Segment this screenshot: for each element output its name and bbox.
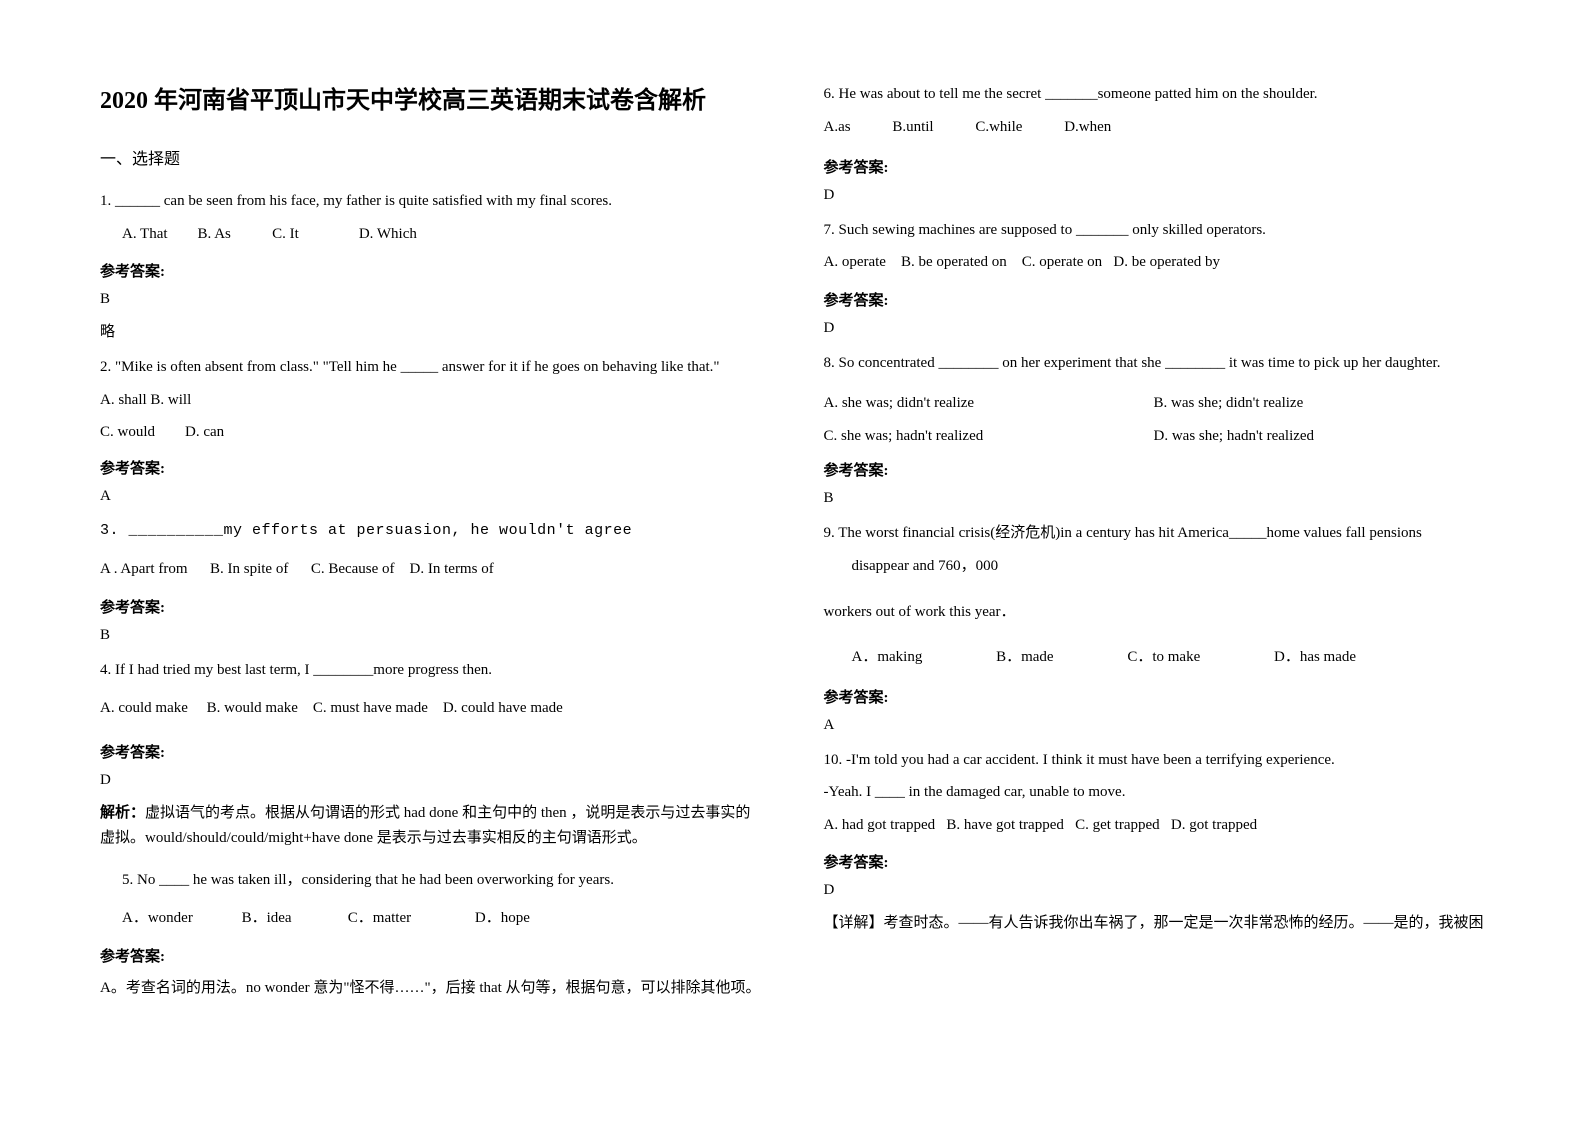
q6-opt-d: D.when [1064,119,1111,135]
answer-label: 参考答案: [100,945,764,966]
q8-opts-row1: A. she was; didn't realize B. was she; d… [824,387,1488,420]
q5-options: A．wonder B．idea C．matter D．hope [100,904,764,933]
q4-explain: 解析：虚拟语气的考点。根据从句谓语的形式 had done 和主句中的 then… [100,801,764,852]
answer-label: 参考答案: [100,741,764,762]
answer-label: 参考答案: [824,289,1488,310]
q8-text: 8. So concentrated ________ on her exper… [824,349,1488,378]
answer-label: 参考答案: [100,260,764,281]
q8-answer: B [824,490,1488,507]
q1-answer: B [100,291,764,308]
q4-answer: D [100,772,764,789]
q2-line2: A. shall B. will [100,386,764,415]
q9-opt-c: C．to make [1127,645,1200,666]
q10-line1: 10. -I'm told you had a car accident. I … [824,746,1488,775]
q6-opt-c: C.while [975,119,1022,135]
q9-opt-b: B．made [996,645,1054,666]
q5-answer-explain: A。考查名词的用法。no wonder 意为"怪不得……"，后接 that 从句… [100,976,764,1002]
q8-opt-b: B. was she; didn't realize [1154,387,1304,420]
q9-opt-a: A．making [852,645,923,666]
q6-answer: D [824,187,1488,204]
answer-label: 参考答案: [824,686,1488,707]
q2-answer: A [100,488,764,505]
q9-line3: workers out of work this year． [824,598,1488,627]
q8-opts-row2: C. she was; hadn't realized D. was she; … [824,420,1488,453]
q9-line1: 9. The worst financial crisis(经济危机)in a … [824,519,1488,548]
q6-text: 6. He was about to tell me the secret __… [824,80,1488,109]
section-header: 一、选择题 [100,145,764,169]
q10-options: A. had got trapped B. have got trapped C… [824,811,1488,840]
q8-opt-a: A. she was; didn't realize [824,387,1154,420]
q7-answer: D [824,320,1488,337]
q1-text: 1. ______ can be seen from his face, my … [100,187,764,216]
q1-note: 略 [100,320,764,341]
q3-options: A . Apart from B. In spite of C. Because… [100,555,764,584]
answer-label: 参考答案: [824,851,1488,872]
q3-answer: B [100,627,764,644]
q7-options: A. operate B. be operated on C. operate … [824,248,1488,277]
q10-line2: -Yeah. I ____ in the damaged car, unable… [824,778,1488,807]
left-column: 2020 年河南省平顶山市天中学校高三英语期末试卷含解析 一、选择题 1. __… [100,80,764,1082]
q9-options: A．making B．made C．to make D．has made [824,645,1488,666]
q2-line3: C. would D. can [100,418,764,447]
q9-answer: A [824,717,1488,734]
q10-answer: D [824,882,1488,899]
q4-options: A. could make B. would make C. must have… [100,694,764,723]
answer-label: 参考答案: [100,457,764,478]
q8-opt-d: D. was she; hadn't realized [1154,420,1315,453]
q3-text: 3. __________my efforts at persuasion, h… [100,517,764,546]
q8-opt-c: C. she was; hadn't realized [824,420,1154,453]
q1-options: A. That B. As C. It D. Which [100,220,764,249]
q4-explain-text: 虚拟语气的考点。根据从句谓语的形式 had done 和主句中的 then ，说… [100,805,750,847]
q6-opt-a: A.as [824,119,851,135]
q7-text: 7. Such sewing machines are supposed to … [824,216,1488,245]
q4-text: 4. If I had tried my best last term, I _… [100,656,764,685]
q6-opt-b: B.until [892,119,933,135]
q10-explain: 【详解】考查时态。——有人告诉我你出车祸了，那一定是一次非常恐怖的经历。——是的… [824,911,1488,937]
answer-label: 参考答案: [824,156,1488,177]
q6-options: A.as B.until C.while D.when [824,119,1488,136]
q2-line1: 2. "Mike is often absent from class." "T… [100,353,764,382]
q5-text: 5. No ____ he was taken ill，considering … [100,866,764,895]
q9-line2: disappear and 760，000 [824,552,1488,581]
answer-label: 参考答案: [100,596,764,617]
q9-opt-d: D．has made [1274,645,1356,666]
right-column: 6. He was about to tell me the secret __… [824,80,1488,1082]
answer-label: 参考答案: [824,459,1488,480]
page-title: 2020 年河南省平顶山市天中学校高三英语期末试卷含解析 [100,80,764,115]
explain-label: 解析： [100,805,145,821]
